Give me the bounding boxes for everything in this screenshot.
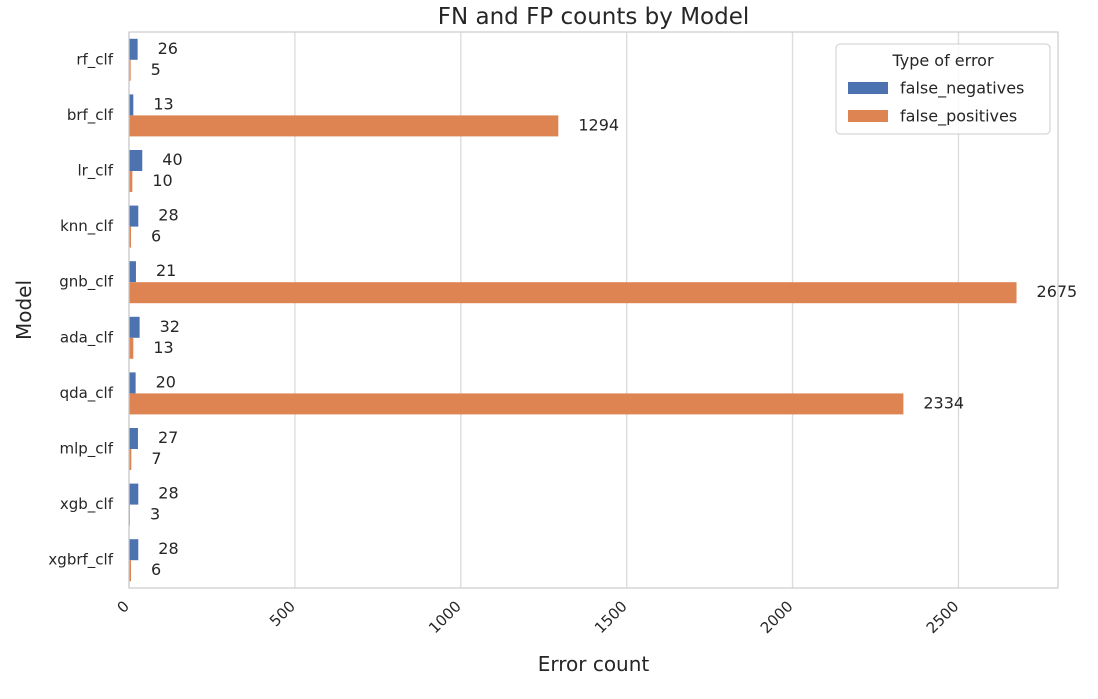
bar xyxy=(129,115,559,137)
y-tick-label: brf_clf xyxy=(67,106,114,125)
bar-value-label: 13 xyxy=(153,94,173,113)
bar xyxy=(129,59,131,81)
y-axis-title: Model xyxy=(12,280,36,340)
legend-swatch xyxy=(848,110,888,122)
bar xyxy=(129,94,134,116)
x-tick-label: 2000 xyxy=(757,597,797,637)
chart-title: FN and FP counts by Model xyxy=(438,4,750,30)
bar-value-label: 27 xyxy=(158,428,178,447)
bar xyxy=(129,449,132,470)
x-tick-labels: 0 500 1000 1500 2000 2500 xyxy=(114,597,963,637)
bar xyxy=(129,393,904,415)
y-tick-label: xgb_clf xyxy=(60,495,114,514)
bar xyxy=(129,38,138,60)
bars xyxy=(129,38,1017,582)
bar xyxy=(129,337,134,359)
legend-frame xyxy=(835,43,1051,135)
bar-value-label: 20 xyxy=(156,372,176,391)
y-tick-label: gnb_clf xyxy=(59,273,113,292)
bar-value-label: 28 xyxy=(158,539,178,558)
y-tick-label: knn_clf xyxy=(60,217,114,236)
x-axis-title: Error count xyxy=(538,652,650,676)
bar-value-label: 21 xyxy=(156,261,176,280)
bar-value-label: 28 xyxy=(158,206,178,225)
bar-value-label: 7 xyxy=(151,449,161,468)
bar xyxy=(129,539,139,561)
bar-value-label: 28 xyxy=(158,484,178,503)
legend-title: Type of error xyxy=(891,51,994,70)
bar-value-label: 13 xyxy=(153,338,173,357)
bar xyxy=(129,261,136,283)
x-tick-label: 0 xyxy=(114,597,133,616)
bar xyxy=(129,226,131,248)
y-tick-labels: rf_clf brf_clf lr_clf knn_clf gnb_clf ada_clf… xyxy=(48,50,113,569)
legend-label: false_negatives xyxy=(900,79,1024,99)
legend-items: false_negatives false_positives xyxy=(848,79,1024,127)
bar-value-label: 10 xyxy=(152,171,172,190)
bar xyxy=(129,316,140,338)
bar xyxy=(129,560,131,582)
bar-value-label: 5 xyxy=(151,60,161,79)
y-tick-label: rf_clf xyxy=(76,50,113,69)
bar xyxy=(129,428,138,449)
legend-swatch xyxy=(848,82,888,94)
bar xyxy=(129,171,133,192)
bar-value-label: 6 xyxy=(151,560,161,579)
y-tick-label: ada_clf xyxy=(60,328,114,347)
bar-value-label: 26 xyxy=(158,39,178,58)
bar xyxy=(129,372,136,394)
bar-value-label: 6 xyxy=(151,227,161,246)
bar-value-label: 40 xyxy=(162,150,182,169)
bar xyxy=(129,205,139,227)
y-tick-label: qda_clf xyxy=(60,384,114,403)
bar-labels: 26 5 13 1294 40 10 28 6 21 2675 32 13 20 2334 27 7 28 3 28… xyxy=(150,39,1077,579)
legend-label: false_positives xyxy=(900,107,1017,127)
y-tick-label: xgbrf_clf xyxy=(48,551,113,570)
x-tick-label: 1000 xyxy=(425,597,465,637)
bar-value-label: 1294 xyxy=(578,115,619,134)
bar xyxy=(129,483,139,505)
plot-frame xyxy=(128,31,1059,589)
x-tick-label: 500 xyxy=(266,597,299,630)
bar-value-label: 2334 xyxy=(923,393,964,412)
y-tick-label: mlp_clf xyxy=(60,440,114,459)
bar xyxy=(129,150,143,171)
bar xyxy=(129,282,1017,304)
bar-value-label: 3 xyxy=(150,505,160,524)
x-tick-label: 2500 xyxy=(923,597,963,637)
bar-value-label: 32 xyxy=(160,317,180,336)
legend: Type of error false_negatives false_posit… xyxy=(835,43,1051,135)
bar-value-label: 2675 xyxy=(1037,282,1078,301)
y-tick-label: lr_clf xyxy=(77,162,113,181)
x-tick-label: 1500 xyxy=(591,597,631,637)
